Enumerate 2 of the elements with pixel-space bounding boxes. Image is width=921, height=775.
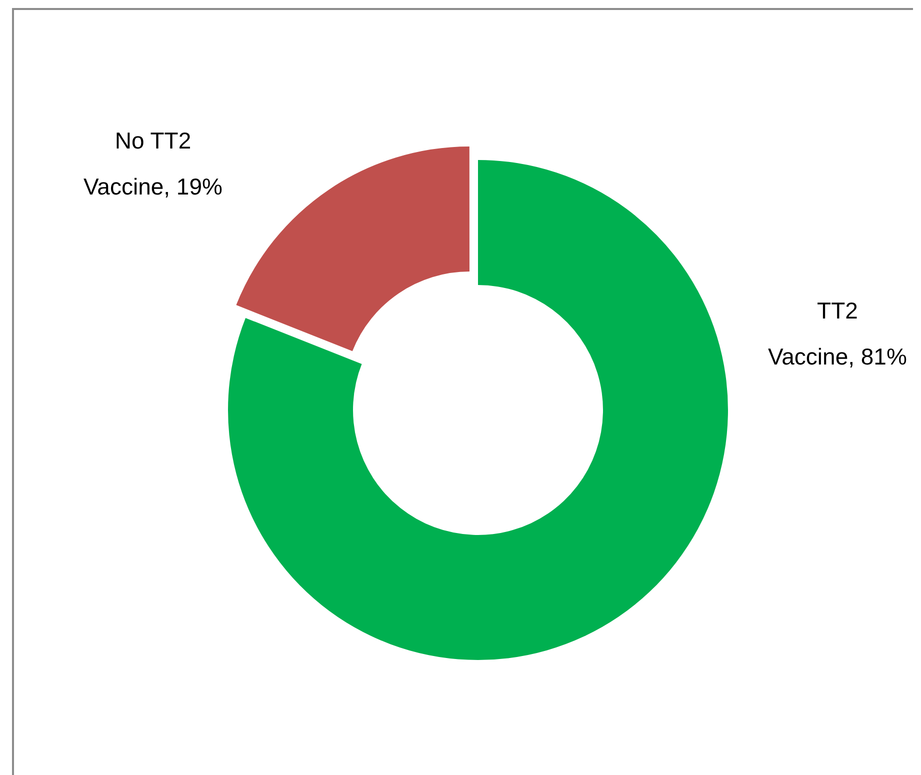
slice-label: TT2 Vaccine, 81% [768,297,907,370]
slice-label: No TT2 Vaccine, 19% [84,127,222,200]
